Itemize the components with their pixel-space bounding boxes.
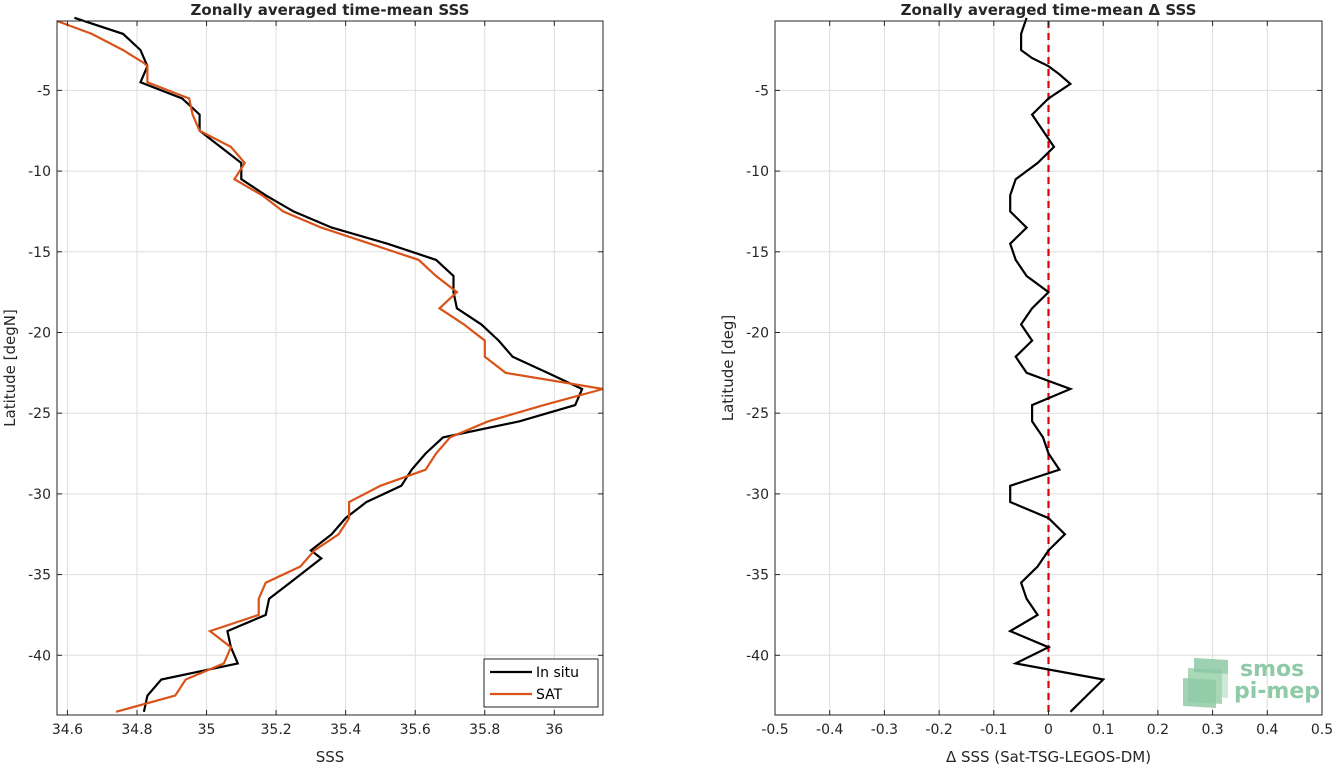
right-chart-title: Zonally averaged time-mean Δ SSS xyxy=(901,1,1197,19)
y-tick-label: -5 xyxy=(755,83,769,99)
y-tick-label: -35 xyxy=(746,568,769,584)
x-tick-label: 35.6 xyxy=(400,722,431,738)
x-tick-label: 35.8 xyxy=(469,722,500,738)
y-tick-label: -40 xyxy=(746,648,769,664)
x-tick-label: 35.4 xyxy=(330,722,361,738)
x-tick-label: -0.2 xyxy=(925,722,952,738)
y-tick-label: -25 xyxy=(28,406,51,422)
left-y-axis-label: Latitude [degN] xyxy=(1,309,19,427)
y-tick-label: -5 xyxy=(37,83,51,99)
x-tick-label: -0.3 xyxy=(871,722,898,738)
x-tick-label: 35 xyxy=(198,722,216,738)
left-x-axis-label: SSS xyxy=(316,748,345,765)
x-tick-label: -0.4 xyxy=(816,722,843,738)
series-line-sat xyxy=(56,19,604,713)
x-tick-label: 0.3 xyxy=(1201,722,1223,738)
x-tick-label: -0.1 xyxy=(980,722,1007,738)
left-tick-layer: 34.6 34.8 35 35.2 35.4 35.6 35.8 36 -5 -10 -15 -20 -… xyxy=(28,21,603,738)
y-tick-label: -40 xyxy=(28,648,51,664)
x-tick-label: 0.2 xyxy=(1147,722,1169,738)
y-tick-label: -25 xyxy=(746,406,769,422)
legend-label-sat: SAT xyxy=(536,687,563,703)
series-line-delta-sss xyxy=(1007,17,1106,713)
x-tick-label: 36 xyxy=(545,722,563,738)
x-tick-label: 34.8 xyxy=(121,722,152,738)
y-tick-label: -20 xyxy=(746,325,769,341)
x-tick-label: -0.5 xyxy=(761,722,788,738)
logo-text-smos: smos xyxy=(1240,657,1304,682)
y-tick-label: -20 xyxy=(28,325,51,341)
right-y-axis-label: Latitude [deg] xyxy=(719,315,737,421)
left-plot-frame xyxy=(56,20,604,716)
legend-box xyxy=(483,658,599,708)
x-tick-label: 35.2 xyxy=(261,722,292,738)
left-chart-title: Zonally averaged time-mean SSS xyxy=(191,1,470,19)
left-series-layer xyxy=(56,16,604,713)
x-tick-label: 0 xyxy=(1044,722,1053,738)
left-chart-panel: 34.6 34.8 35 35.2 35.4 35.6 35.8 36 -5 -10 -15 -20 -… xyxy=(1,1,604,765)
legend-label-in-situ: In situ xyxy=(536,665,579,681)
logo-text-pi-mep: pi-mep xyxy=(1234,679,1320,704)
y-tick-label: -15 xyxy=(28,245,51,261)
logo-stacked-layers-icon xyxy=(1183,658,1228,708)
right-tick-layer: -0.5 -0.4 -0.3 -0.2 -0.1 0 0.1 0.2 0.3 0.4 0.5 -5 -1… xyxy=(746,21,1333,738)
x-tick-label: 0.5 xyxy=(1311,722,1333,738)
y-tick-label: -35 xyxy=(28,568,51,584)
y-tick-label: -10 xyxy=(28,164,51,180)
right-series-layer xyxy=(1007,17,1106,713)
legend: In situ SAT xyxy=(483,658,599,708)
right-chart-panel: -0.5 -0.4 -0.3 -0.2 -0.1 0 0.1 0.2 0.3 0.4 0.5 -5 -1… xyxy=(719,1,1333,765)
x-tick-label: 34.6 xyxy=(52,722,83,738)
right-x-axis-label: Δ SSS (Sat-TSG-LEGOS-DM) xyxy=(946,748,1151,765)
series-line-in-situ xyxy=(74,16,584,713)
y-tick-label: -10 xyxy=(746,164,769,180)
y-tick-label: -30 xyxy=(28,487,51,503)
x-tick-label: 0.4 xyxy=(1256,722,1278,738)
smos-pi-mep-logo: smos pi-mep xyxy=(1183,657,1320,708)
y-tick-label: -15 xyxy=(746,245,769,261)
y-tick-label: -30 xyxy=(746,487,769,503)
x-tick-label: 0.1 xyxy=(1092,722,1114,738)
